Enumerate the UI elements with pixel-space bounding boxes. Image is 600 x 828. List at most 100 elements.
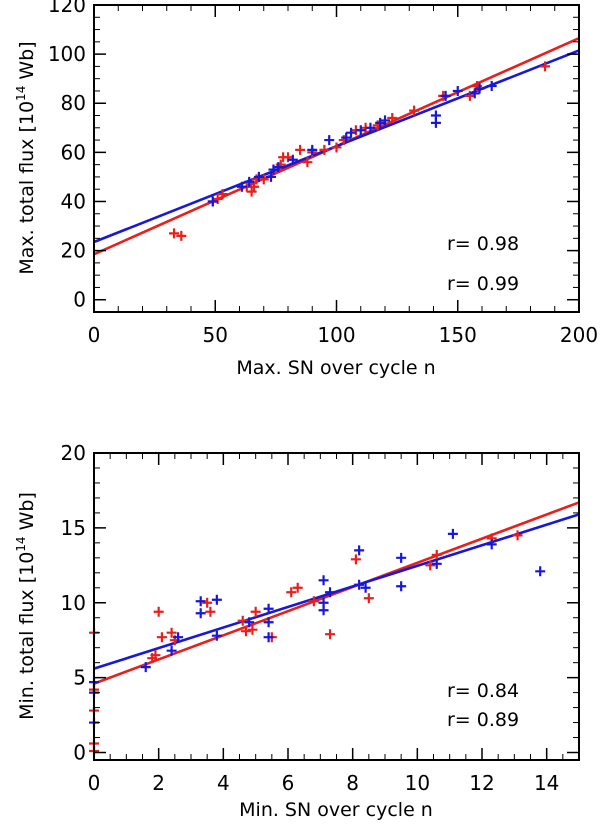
chart-min-red-point	[425, 560, 436, 571]
chart-min-red-point	[512, 530, 523, 541]
chart-min-blue-point	[396, 552, 407, 563]
chart-max-blue-point	[355, 125, 366, 136]
chart-max-blue-r-label: r= 0.99	[447, 273, 519, 295]
chart-max-x-tick-label: 150	[439, 323, 477, 347]
chart-min-blue-point	[486, 539, 497, 550]
chart-min-x-tick-label: 12	[469, 771, 494, 795]
chart-min-x-tick-label: 8	[346, 771, 359, 795]
chart-min-red-r-label: r= 0.84	[447, 680, 519, 702]
chart-min-x-tick-label: 0	[88, 771, 101, 795]
chart-min-blue-point	[431, 558, 442, 569]
chart-max-y-tick-label: 0	[73, 288, 86, 312]
chart-min-blue-point	[360, 582, 371, 593]
chart-max-red-point	[302, 157, 313, 168]
chart-min-red-point	[350, 554, 361, 565]
chart-min-blue-point	[354, 545, 365, 556]
chart-max-blue-point	[474, 83, 485, 94]
chart-min-red-point	[156, 632, 167, 643]
chart-min-blue-point	[396, 581, 407, 592]
chart-max-blue-point	[452, 85, 463, 96]
chart-min-ticks	[93, 452, 580, 760]
chart-min-red-point	[247, 624, 258, 635]
chart-min-x-axis-title: Min. SN over cycle n	[239, 799, 433, 821]
chart-min-blue-point	[325, 587, 336, 598]
chart-max-y-tick-label: 40	[61, 189, 86, 213]
chart-min-y-axis-title-unit: Wb]	[16, 492, 38, 536]
chart-max-y-tick-label: 100	[48, 42, 86, 66]
chart-max-red-point	[331, 142, 342, 153]
chart-max-x-tick-label: 0	[88, 323, 101, 347]
chart-max-blue-point	[341, 132, 352, 143]
chart-min-blue-point	[447, 528, 458, 539]
chart-max-blue-point	[365, 122, 376, 133]
chart-max-blue-point	[430, 110, 441, 121]
chart-max-red-point	[169, 228, 180, 239]
chart-min-red-point	[205, 606, 216, 617]
chart-max-red-r-label: r= 0.98	[447, 233, 519, 255]
chart-min-red-point	[150, 650, 161, 661]
chart-max-red-point	[409, 105, 420, 116]
chart-max-x-tick-label: 100	[317, 323, 355, 347]
chart-max-ticks	[93, 4, 580, 313]
chart-min-y-tick-label: 10	[61, 591, 86, 615]
chart-max-red-point	[217, 189, 228, 200]
chart-min-red-point	[308, 596, 319, 607]
chart-min-x-tick-label: 14	[534, 771, 559, 795]
chart-min-x-tick-label: 10	[405, 771, 430, 795]
chart-max-y-tick-labels: 0 20 40 60 80 100 120	[48, 0, 86, 312]
chart-min-red-point	[292, 582, 303, 593]
chart-min-red-point	[153, 606, 164, 617]
chart-max-blue-point	[380, 115, 390, 126]
chart-max-y-tick-label: 20	[61, 239, 86, 263]
chart-min-blue-fit-line	[93, 513, 580, 670]
chart-max-blue-point	[273, 162, 284, 173]
chart-max-x-tick-labels: 0 50 100 150 200	[88, 323, 598, 347]
chart-max-blue-point	[307, 144, 318, 155]
chart-max-y-axis-title-unit: Wb]	[16, 41, 38, 85]
chart-min-flux: 0 2 4 6 8 10 12 14 0 5 10 15 20 Min. SN over cycle …	[14, 441, 580, 821]
chart-min-x-tick-label: 2	[152, 771, 165, 795]
chart-max-blue-point	[440, 90, 451, 101]
chart-max-blue-point	[253, 171, 264, 182]
chart-min-blue-point	[535, 566, 546, 577]
chart-max-blue-point	[346, 127, 357, 138]
chart-max-blue-point	[324, 135, 335, 146]
chart-min-blue-point	[354, 579, 365, 590]
chart-min-blue-point	[195, 608, 206, 619]
chart-min-y-tick-label: 0	[73, 741, 86, 765]
chart-min-red-fit-line	[93, 501, 580, 685]
chart-max-y-tick-label: 80	[61, 91, 86, 115]
chart-min-red-point	[325, 629, 336, 640]
chart-max-red-point	[249, 181, 260, 192]
chart-max-flux: 0 50 100 150 200 0 20 40 60 80 100 120 Max. SN ove…	[14, 0, 598, 379]
chart-min-y-tick-label: 20	[61, 441, 86, 465]
chart-max-red-point	[540, 61, 551, 72]
chart-min-blue-point	[244, 617, 255, 628]
chart-max-blue-point	[287, 154, 298, 165]
chart-max-points	[169, 61, 551, 241]
chart-max-y-tick-label: 60	[61, 140, 86, 164]
chart-max-blue-point	[236, 181, 247, 192]
chart-max-red-point	[387, 112, 398, 123]
chart-min-blue-point	[318, 575, 329, 586]
chart-max-x-tick-label: 200	[560, 323, 598, 347]
chart-max-blue-point	[244, 176, 255, 187]
chart-min-blue-point	[211, 630, 222, 641]
chart-min-blue-point	[195, 596, 206, 607]
chart-min-x-tick-label: 6	[282, 771, 295, 795]
chart-max-blue-point	[486, 81, 497, 92]
chart-min-red-point	[250, 606, 261, 617]
chart-max-blue-point	[469, 88, 480, 99]
chart-max-red-point	[176, 230, 187, 241]
chart-min-red-point	[166, 627, 177, 638]
chart-max-x-tick-label: 50	[203, 323, 228, 347]
chart-max-blue-point	[207, 196, 218, 207]
chart-min-blue-point	[263, 603, 274, 614]
chart-max-y-axis-title-main: Max. total flux [10	[16, 101, 38, 275]
chart-max-y-axis-title: Max. total flux [1014 Wb]	[14, 41, 38, 274]
chart-min-x-tick-labels: 0 2 4 6 8 10 12 14	[88, 771, 560, 795]
chart-min-blue-point	[318, 605, 329, 616]
chart-min-red-point	[237, 615, 248, 626]
chart-min-blue-point	[263, 617, 274, 628]
chart-max-x-axis-title: Max. SN over cycle n	[236, 357, 435, 379]
